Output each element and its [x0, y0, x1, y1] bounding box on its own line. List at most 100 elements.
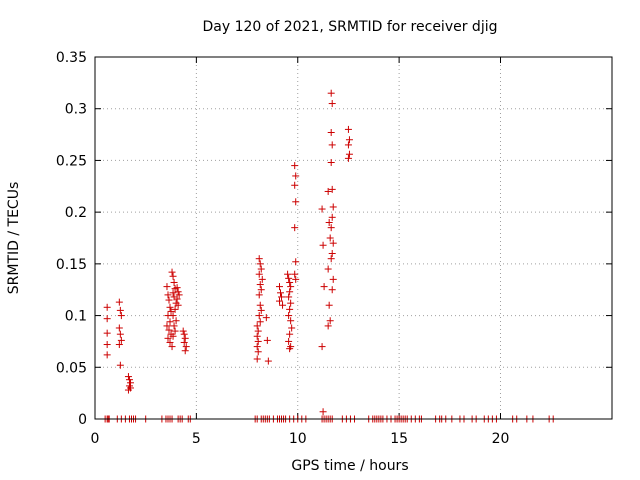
data-point	[253, 343, 261, 351]
data-point	[328, 141, 336, 149]
data-point	[327, 224, 335, 232]
data-point	[324, 322, 332, 330]
data-point	[116, 361, 124, 369]
data-point	[168, 268, 176, 276]
data-point	[255, 255, 263, 263]
data-point	[324, 187, 332, 195]
data-point	[328, 213, 336, 221]
data-point	[329, 203, 337, 211]
data-point	[325, 301, 333, 309]
data-point	[255, 312, 263, 320]
x-tick-label: 15	[390, 431, 408, 447]
data-point	[284, 270, 292, 278]
data-point	[287, 317, 295, 325]
data-point	[328, 250, 336, 258]
data-point	[277, 289, 285, 297]
data-point	[292, 258, 300, 266]
data-point	[182, 343, 190, 351]
data-point	[171, 327, 179, 335]
data-point	[291, 224, 299, 232]
data-point	[320, 283, 328, 291]
data-point	[179, 327, 187, 335]
y-tick-label: 0.15	[56, 257, 87, 273]
data-point	[285, 274, 293, 282]
data-point	[324, 265, 332, 273]
y-tick-label: 0.2	[65, 205, 87, 221]
data-point	[174, 301, 182, 309]
data-point	[173, 295, 181, 303]
y-tick-label: 0.25	[56, 153, 87, 169]
data-point	[256, 260, 264, 268]
data-point	[165, 326, 173, 334]
data-point	[288, 324, 296, 332]
data-point	[253, 322, 261, 330]
data-point	[344, 125, 352, 133]
data-point	[169, 289, 177, 297]
data-point	[166, 318, 174, 326]
y-tick-label: 0	[78, 412, 87, 428]
data-point	[163, 283, 171, 291]
data-point	[166, 303, 174, 311]
data-point	[329, 275, 337, 283]
tick-layer: 0 5 10 15 20 0 0.05 0.1 0.15 0.2 0.25 0.3 0.35	[56, 50, 612, 447]
data-point	[115, 324, 123, 332]
data-point	[173, 284, 181, 292]
data-point	[164, 334, 172, 342]
points-layer	[101, 89, 557, 423]
data-point	[169, 332, 177, 340]
data-point	[116, 330, 124, 338]
data-point	[181, 347, 189, 355]
data-point	[285, 293, 293, 301]
data-point	[168, 343, 176, 351]
data-point	[318, 205, 326, 213]
grid-layer	[95, 57, 612, 419]
data-point	[326, 317, 334, 325]
data-point	[318, 343, 326, 351]
data-point	[327, 129, 335, 137]
data-point	[181, 334, 189, 342]
data-point	[254, 337, 262, 345]
data-point	[286, 345, 294, 353]
data-point	[116, 306, 124, 314]
data-point	[169, 272, 177, 280]
data-point	[256, 301, 264, 309]
data-point	[287, 283, 295, 291]
data-point	[255, 291, 263, 299]
data-point	[326, 234, 334, 242]
data-point	[115, 341, 123, 349]
data-point	[344, 154, 352, 162]
data-point	[327, 158, 335, 166]
data-point	[319, 408, 327, 416]
data-point	[319, 241, 327, 249]
x-tick-label: 0	[91, 431, 100, 447]
data-point	[103, 303, 111, 311]
data-point	[328, 100, 336, 108]
data-point	[263, 336, 271, 344]
data-point	[328, 185, 336, 193]
data-point	[286, 330, 294, 338]
x-tick-label: 20	[492, 431, 510, 447]
data-point	[345, 150, 353, 158]
data-point	[115, 298, 123, 306]
data-point	[124, 373, 132, 381]
data-point	[286, 288, 294, 296]
data-point	[291, 181, 299, 189]
y-axis-label: SRMTID / TECUs	[6, 182, 22, 295]
data-point	[126, 384, 134, 392]
data-point	[327, 255, 335, 263]
data-point	[264, 357, 272, 365]
data-point	[275, 283, 283, 291]
data-point	[165, 296, 173, 304]
x-axis-label: GPS time / hours	[291, 458, 408, 474]
data-point	[253, 332, 261, 340]
data-point	[103, 351, 111, 359]
data-point	[287, 299, 295, 307]
data-point	[258, 275, 266, 283]
data-point	[171, 305, 179, 313]
data-point	[174, 288, 182, 296]
x-tick-label: 5	[192, 431, 201, 447]
y-tick-label: 0.1	[65, 309, 87, 325]
chart-title: Day 120 of 2021, SRMTID for receiver dji…	[203, 19, 498, 35]
data-point	[125, 376, 133, 384]
